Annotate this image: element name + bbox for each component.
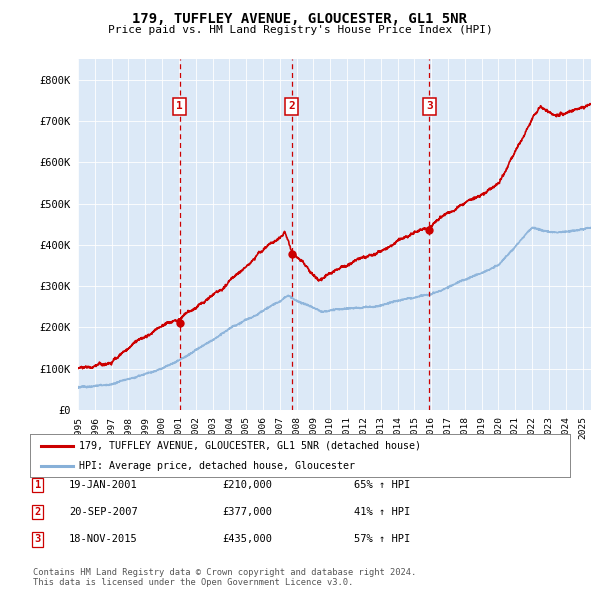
Text: 57% ↑ HPI: 57% ↑ HPI [354,535,410,544]
Text: HPI: Average price, detached house, Gloucester: HPI: Average price, detached house, Glou… [79,461,355,471]
Text: 20-SEP-2007: 20-SEP-2007 [69,507,138,517]
Text: Price paid vs. HM Land Registry's House Price Index (HPI): Price paid vs. HM Land Registry's House … [107,25,493,35]
Text: 1: 1 [176,101,183,112]
Text: 3: 3 [426,101,433,112]
Text: £435,000: £435,000 [222,535,272,544]
Text: Contains HM Land Registry data © Crown copyright and database right 2024.
This d: Contains HM Land Registry data © Crown c… [33,568,416,587]
Text: 1: 1 [35,480,41,490]
Text: 179, TUFFLEY AVENUE, GLOUCESTER, GL1 5NR: 179, TUFFLEY AVENUE, GLOUCESTER, GL1 5NR [133,12,467,26]
Text: 179, TUFFLEY AVENUE, GLOUCESTER, GL1 5NR (detached house): 179, TUFFLEY AVENUE, GLOUCESTER, GL1 5NR… [79,441,421,451]
Text: 3: 3 [35,535,41,544]
Text: £210,000: £210,000 [222,480,272,490]
Text: 18-NOV-2015: 18-NOV-2015 [69,535,138,544]
Text: 19-JAN-2001: 19-JAN-2001 [69,480,138,490]
Text: 2: 2 [35,507,41,517]
Text: 65% ↑ HPI: 65% ↑ HPI [354,480,410,490]
Text: £377,000: £377,000 [222,507,272,517]
Text: 41% ↑ HPI: 41% ↑ HPI [354,507,410,517]
Text: 2: 2 [289,101,295,112]
